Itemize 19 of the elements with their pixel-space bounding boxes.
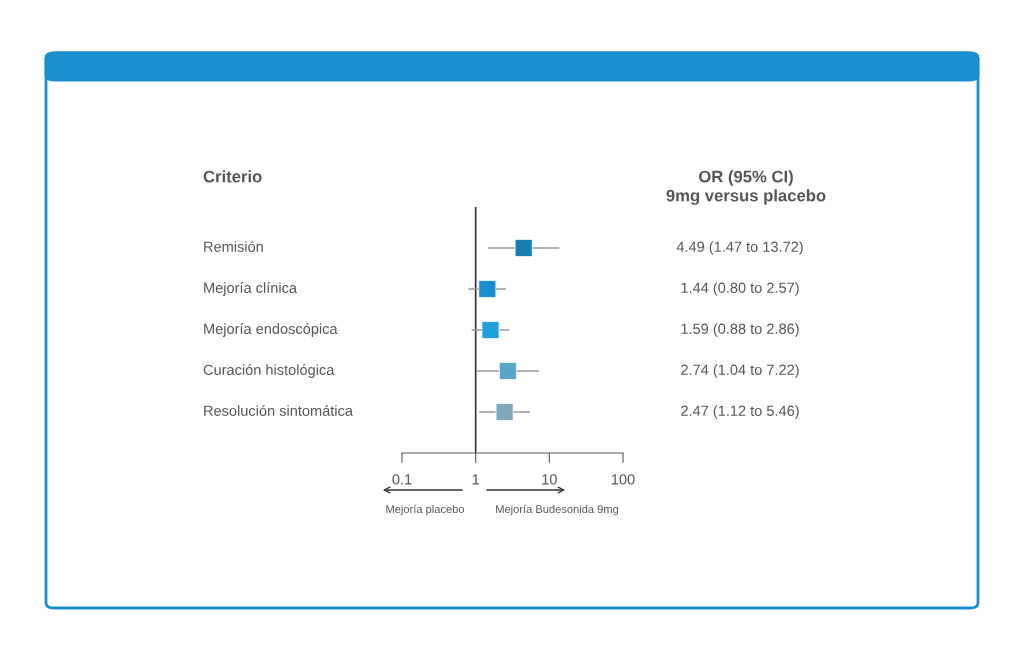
text: OR (95% CI) <box>698 170 793 186</box>
data-label: 2.47 (1.12 to 5.46) <box>681 405 799 419</box>
y-tick-label: Mejoría clínica <box>204 282 298 296</box>
data-label: 4.49 (1.47 to 13.72) <box>676 241 803 255</box>
text: 9mg versus placebo <box>666 189 826 205</box>
data-label: 1.59 (0.88 to 2.86) <box>681 323 799 337</box>
x-tick-label: 10 <box>542 474 557 485</box>
text: Mejoría placebo <box>386 504 465 516</box>
x-tick-label: 0.1 <box>392 474 412 485</box>
y-tick-label: Curación histológica <box>203 364 335 378</box>
y-tick-label: Mejoría endoscópica <box>204 323 338 337</box>
y-tick-label: Remisión <box>204 241 263 252</box>
text: Mejoría Budesonida 9mg <box>496 504 619 516</box>
data-label: 2.74 (1.04 to 7.22) <box>681 364 799 378</box>
x-tick-label: 100 <box>611 474 635 485</box>
y-tick-label: Resolución sintomática <box>204 405 353 416</box>
text: Criterio <box>203 170 262 183</box>
x-tick-label: 1 <box>472 474 480 485</box>
data-label: 1.44 (0.80 to 2.57) <box>681 282 799 296</box>
